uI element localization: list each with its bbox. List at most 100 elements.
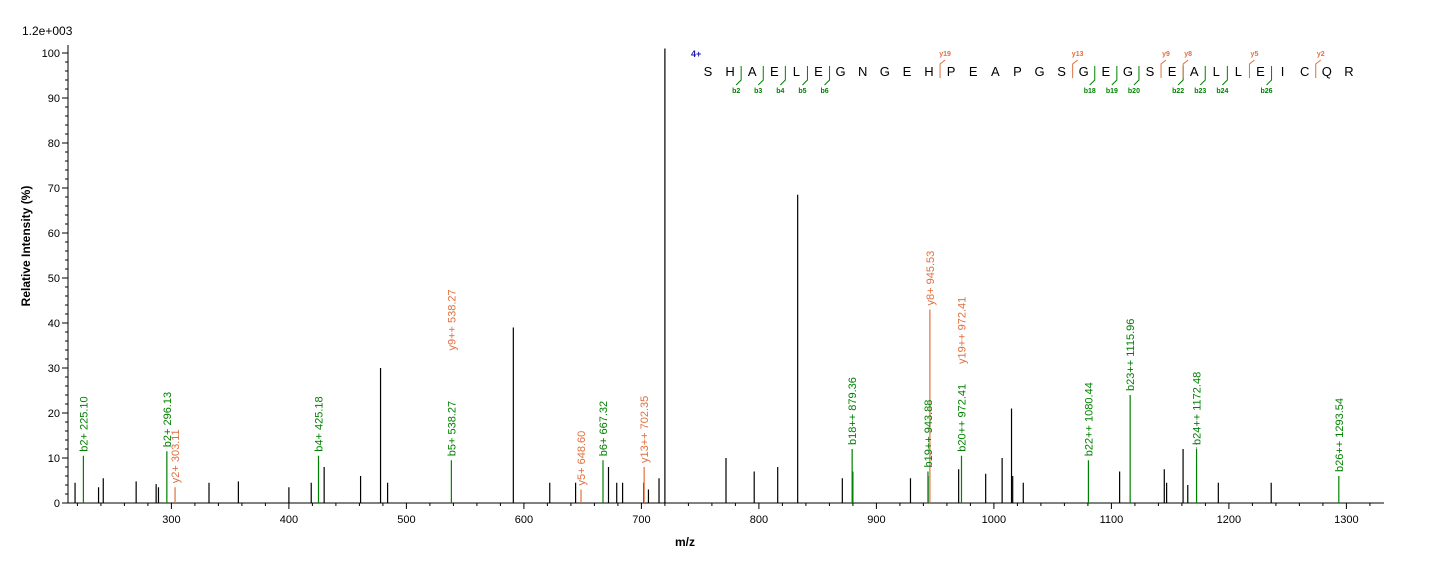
- y-ion-bracket: [1072, 59, 1078, 78]
- sequence-residue: N: [858, 64, 867, 79]
- y-ion-bracket: [1182, 59, 1189, 78]
- sequence-residue: S: [704, 64, 713, 79]
- b-ion-label: b22++ 1080.44: [1083, 382, 1095, 456]
- x-tick-label: 500: [397, 514, 415, 526]
- y-tick-label: 100: [42, 48, 60, 60]
- sequence-residue: E: [814, 64, 823, 79]
- y-tick-label: 10: [48, 453, 60, 465]
- y-tick-label: 20: [48, 408, 60, 420]
- sequence-residue: I: [1281, 64, 1285, 79]
- x-axis-title: m/z: [675, 535, 695, 549]
- y-ion-bracket: [939, 59, 946, 78]
- sequence-residue: H: [924, 64, 933, 79]
- sequence-residue: E: [1256, 64, 1265, 79]
- b-ion-marker: b5: [798, 88, 806, 95]
- peaks-layer: [74, 48, 1340, 503]
- y-ion-bracket: [1160, 59, 1167, 78]
- sequence-residue: S: [1057, 64, 1066, 79]
- b-ion-bracket: [1199, 66, 1206, 86]
- y-tick-label: 40: [48, 318, 60, 330]
- b-ion-label: b24++ 1172.48: [1192, 372, 1204, 445]
- sequence-residue: A: [1190, 64, 1199, 79]
- b-ion-bracket: [1221, 66, 1228, 86]
- b-ion-bracket: [1089, 66, 1096, 86]
- y-ion-marker: y19: [939, 51, 951, 58]
- sequence-residue: E: [1101, 64, 1110, 79]
- b-ion-bracket: [735, 66, 742, 86]
- b-ion-label: b19++ 943.88: [923, 400, 935, 468]
- y-ion-bracket: [1248, 59, 1255, 78]
- b-ion-label: b6+ 667.32: [598, 401, 610, 456]
- b-ion-label: b4+ 425.18: [313, 396, 325, 451]
- y-ion-label: y2+ 303.11: [170, 429, 182, 483]
- y-axis-title: Relative Intensity (%): [19, 186, 33, 307]
- y-tick-label: 70: [48, 183, 60, 195]
- x-tick-label: 700: [632, 514, 650, 526]
- y-ion-marker: y5: [1251, 51, 1259, 58]
- b-ion-marker: b19: [1106, 88, 1118, 95]
- x-tick-label: 1300: [1334, 514, 1358, 526]
- x-tick-label: 1000: [982, 514, 1006, 526]
- b-ion-marker: b2: [732, 88, 740, 95]
- b-ion-bracket: [1177, 66, 1184, 86]
- x-tick-label: 600: [515, 514, 533, 526]
- b-ion-marker: b22: [1172, 88, 1184, 95]
- y-ion-label: y19++ 972.41: [956, 297, 968, 364]
- b-ion-label: b5+ 538.27: [446, 401, 458, 456]
- b-ion-bracket: [1133, 66, 1140, 86]
- y-ion-label: y5+ 648.60: [576, 431, 588, 486]
- y-ion-marker: y8: [1184, 51, 1192, 58]
- y-ion-bracket: [1315, 59, 1322, 78]
- b-ion-bracket: [779, 66, 786, 86]
- b-ion-marker: b3: [754, 88, 762, 95]
- x-tick-label: 300: [162, 514, 180, 526]
- b-ion-bracket: [1111, 66, 1118, 86]
- sequence-residue: R: [1344, 64, 1353, 79]
- b-ion-label: b23++ 1115.96: [1125, 319, 1137, 391]
- y-ion-marker: y9: [1162, 51, 1170, 58]
- sequence-residue: E: [770, 64, 779, 79]
- sequence-residue: G: [836, 64, 846, 79]
- sequence-residue: E: [903, 64, 912, 79]
- sequence-residue: A: [991, 64, 1000, 79]
- b-ion-marker: b26: [1261, 88, 1273, 95]
- sequence-residue: E: [969, 64, 978, 79]
- y-ion-marker: y13: [1072, 51, 1084, 58]
- sequence-residue: E: [1168, 64, 1177, 79]
- sequence-residue: Q: [1322, 64, 1332, 79]
- b-ion-bracket: [824, 66, 831, 86]
- y-tick-label: 0: [54, 498, 60, 510]
- sequence-residue: P: [1013, 64, 1022, 79]
- sequence-residue: A: [748, 64, 757, 79]
- b-ion-marker: b6: [820, 88, 828, 95]
- sequence-residue: G: [880, 64, 890, 79]
- sequence-residue: G: [1123, 64, 1133, 79]
- b-ion-label: b26++ 1293.54: [1334, 398, 1346, 472]
- sequence-residue: L: [1235, 64, 1242, 79]
- y-ion-label: y9++ 538.27: [446, 289, 458, 350]
- x-tick-label: 400: [280, 514, 298, 526]
- b-ion-marker: b18: [1084, 88, 1096, 95]
- y-ion-label: y13++ 702.35: [639, 396, 651, 463]
- sequence-residue: S: [1146, 64, 1155, 79]
- x-tick-label: 1100: [1100, 514, 1124, 526]
- b-ion-label: b2+ 225.10: [78, 396, 90, 451]
- b-ion-label: b18++ 879.36: [847, 377, 859, 445]
- sequence-residue: L: [793, 64, 800, 79]
- x-tick-label: 800: [750, 514, 768, 526]
- y-tick-label: 50: [48, 273, 60, 285]
- x-tick-label: 1200: [1217, 514, 1241, 526]
- b-ion-bracket: [757, 66, 764, 86]
- b-ion-marker: b20: [1128, 88, 1140, 95]
- y-tick-label: 60: [48, 228, 60, 240]
- b-ion-label: b2+ 296.13: [162, 392, 174, 447]
- charge-state: 4+: [691, 49, 701, 59]
- b-ion-marker: b23: [1194, 88, 1206, 95]
- x-tick-label: 900: [867, 514, 885, 526]
- sequence-residue: H: [725, 64, 734, 79]
- y-ion-label: y8+ 945.53: [925, 251, 937, 306]
- y-ion-marker: y2: [1317, 51, 1325, 58]
